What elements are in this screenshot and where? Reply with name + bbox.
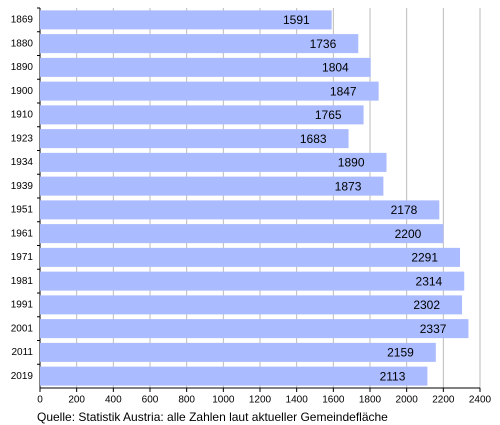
bar (40, 342, 436, 362)
x-tick-label: 400 (105, 395, 122, 406)
x-tick-label: 600 (142, 395, 159, 406)
value-label: 2113 (380, 369, 406, 383)
y-tick-label: 1890 (11, 62, 34, 73)
value-label: 2314 (416, 274, 443, 288)
value-label: 1847 (330, 84, 357, 98)
value-label: 1873 (335, 179, 362, 193)
bar (40, 319, 469, 339)
x-tick-label: 1600 (322, 395, 345, 406)
value-label: 2178 (391, 203, 418, 217)
x-tick-label: 1000 (212, 395, 235, 406)
x-tick-label: 2000 (396, 395, 419, 406)
y-tick-label: 1991 (11, 300, 34, 311)
bar (40, 271, 465, 291)
y-tick-label: 2001 (11, 323, 34, 334)
y-tick-label: 1880 (11, 38, 34, 49)
value-label: 1683 (300, 132, 327, 146)
value-label: 1765 (315, 108, 342, 122)
bar (40, 105, 364, 125)
value-label: 1591 (283, 13, 310, 27)
bar (40, 81, 379, 101)
x-tick-label: 800 (178, 395, 195, 406)
bar (40, 295, 463, 315)
x-tick-label: 0 (37, 395, 43, 406)
y-tick-label: 1981 (11, 276, 34, 287)
y-tick-label: 1934 (11, 157, 34, 168)
y-tick-label: 2019 (11, 371, 34, 382)
bar (40, 366, 428, 386)
x-tick-label: 1800 (359, 395, 382, 406)
y-tick-label: 1900 (11, 86, 34, 97)
value-label: 2291 (411, 251, 438, 265)
bar (40, 152, 387, 172)
y-tick-label: 1939 (11, 181, 34, 192)
value-label: 2159 (387, 346, 414, 360)
value-label: 2337 (420, 322, 447, 336)
y-tick-label: 1910 (11, 110, 34, 121)
bar (40, 129, 349, 149)
bar (40, 34, 359, 54)
y-tick-label: 1961 (11, 228, 34, 239)
y-tick-label: 1951 (11, 205, 34, 216)
caption: Quelle: Statistik Austria: alle Zahlen l… (37, 410, 388, 424)
value-label: 1890 (338, 156, 365, 170)
bar (40, 57, 371, 77)
y-tick-label: 1869 (11, 15, 34, 26)
y-tick-label: 1923 (11, 133, 34, 144)
value-label: 1736 (310, 37, 337, 51)
x-tick-label: 1400 (286, 395, 309, 406)
y-tick-label: 1971 (11, 252, 34, 263)
x-tick-label: 2200 (432, 395, 455, 406)
value-label: 2200 (395, 227, 422, 241)
bar (40, 224, 444, 244)
value-label: 2302 (413, 298, 440, 312)
x-tick-label: 200 (68, 395, 85, 406)
y-tick-label: 2011 (11, 347, 33, 358)
bar (40, 10, 332, 30)
value-label: 1804 (322, 61, 349, 75)
bar (40, 176, 384, 196)
x-tick-label: 1200 (249, 395, 272, 406)
x-tick-label: 2400 (469, 395, 492, 406)
bar (40, 200, 440, 220)
bar (40, 247, 461, 267)
